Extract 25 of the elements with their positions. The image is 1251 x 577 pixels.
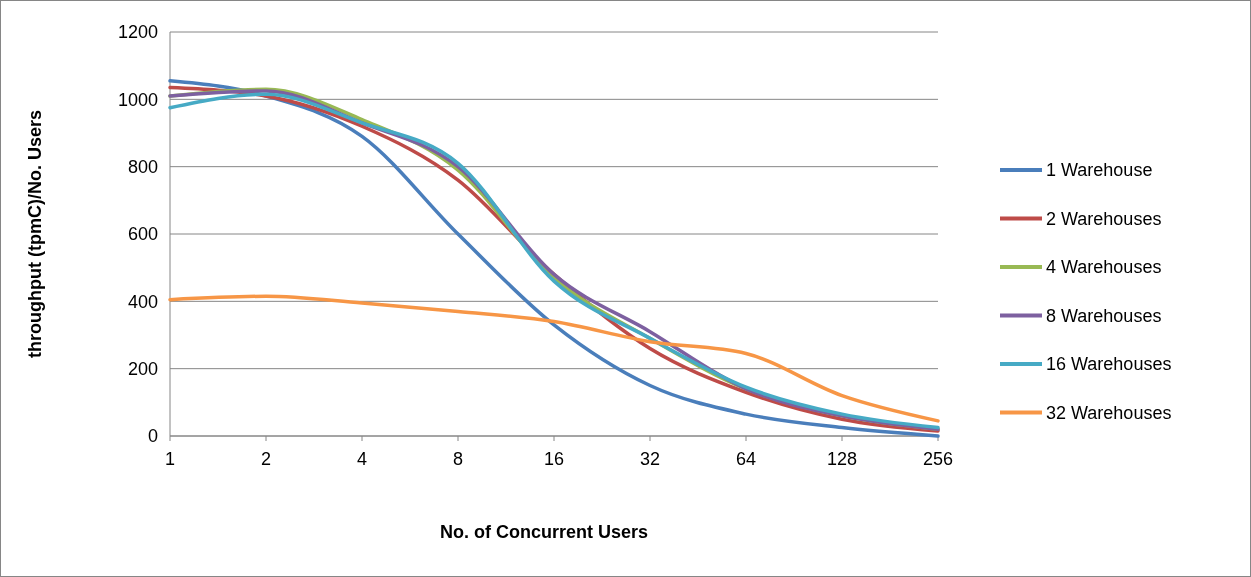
y-tick-label: 1000 [117, 89, 158, 110]
y-tick-label: 0 [147, 426, 158, 447]
x-tick-label: 32 [639, 449, 661, 470]
y-tick-label: 800 [127, 156, 158, 177]
x-tick-label: 2 [260, 449, 272, 470]
y-tick-label: 400 [127, 291, 158, 312]
legend-label: 4 Warehouses [1046, 257, 1162, 278]
x-tick-label: 128 [826, 449, 858, 470]
x-tick-label: 4 [356, 449, 368, 470]
y-axis-title: throughput (tpmC)/No. Users [25, 110, 46, 358]
y-tick-label: 600 [127, 224, 158, 245]
legend-label: 16 Warehouses [1046, 354, 1172, 375]
x-tick-label: 8 [452, 449, 464, 470]
x-tick-label: 1 [164, 449, 176, 470]
legend-label: 2 Warehouses [1046, 208, 1162, 229]
x-axis-title: No. of Concurrent Users [439, 522, 649, 543]
legend-label: 32 Warehouses [1046, 402, 1172, 423]
y-tick-label: 200 [127, 358, 158, 379]
line-series [168, 294, 940, 423]
x-tick-label: 16 [543, 449, 565, 470]
x-tick-label: 256 [922, 449, 954, 470]
legend-label: 8 Warehouses [1046, 305, 1162, 326]
x-tick-label: 64 [735, 449, 757, 470]
legend-label: 1 Warehouse [1046, 160, 1153, 181]
y-tick-label: 1200 [117, 22, 158, 43]
